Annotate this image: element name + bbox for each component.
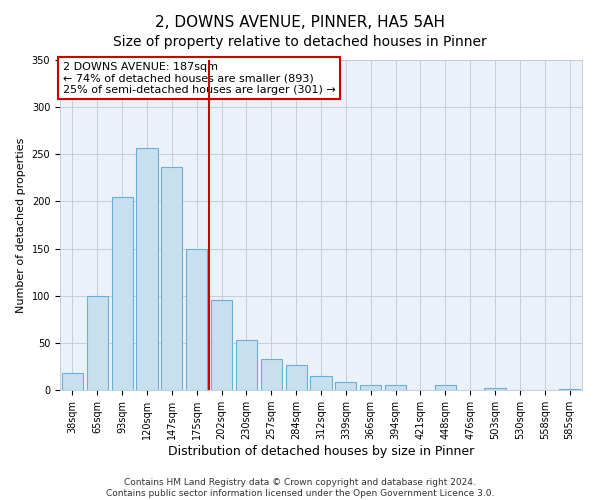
Text: Contains HM Land Registry data © Crown copyright and database right 2024.
Contai: Contains HM Land Registry data © Crown c… (106, 478, 494, 498)
Bar (484, 388, 506, 390)
Bar (112, 196, 133, 390)
Bar (559, 389, 580, 390)
Bar (310, 376, 332, 390)
Text: 2, DOWNS AVENUE, PINNER, HA5 5AH: 2, DOWNS AVENUE, PINNER, HA5 5AH (155, 15, 445, 30)
Bar (186, 248, 207, 390)
Bar (236, 340, 257, 390)
Text: Size of property relative to detached houses in Pinner: Size of property relative to detached ho… (113, 35, 487, 49)
Bar (286, 364, 307, 390)
Bar (435, 386, 456, 390)
Bar (161, 166, 182, 390)
X-axis label: Distribution of detached houses by size in Pinner: Distribution of detached houses by size … (168, 445, 474, 458)
Bar (211, 300, 232, 390)
Bar (87, 296, 108, 390)
Bar (62, 373, 83, 390)
Bar (335, 382, 356, 390)
Bar (136, 148, 158, 390)
Bar (360, 386, 381, 390)
Bar (385, 386, 406, 390)
Text: 2 DOWNS AVENUE: 187sqm
← 74% of detached houses are smaller (893)
25% of semi-de: 2 DOWNS AVENUE: 187sqm ← 74% of detached… (62, 62, 335, 95)
Bar (261, 359, 282, 390)
Y-axis label: Number of detached properties: Number of detached properties (16, 138, 26, 312)
